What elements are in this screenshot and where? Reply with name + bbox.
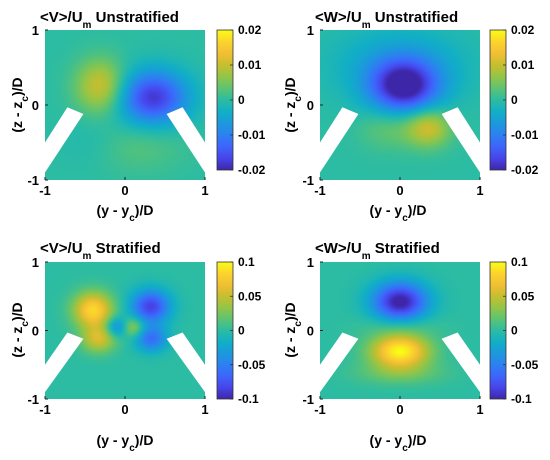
- panel-v_unstratified: -1 0 1 -1 0 1 0.02 0.01 0 -0.01 -0.02 <V>/Um Unstra…: [9, 9, 266, 224]
- colorbar-tick-label: -0.01: [511, 128, 539, 142]
- mask-left: [320, 107, 359, 173]
- y-tick-label: 0: [32, 98, 39, 113]
- panel-v_stratified: -1 0 1 -1 0 1 0.1 0.05 0 -0.05 -0.1 <V>/Um Stratifi…: [9, 240, 266, 454]
- panel-title: <V>/Um Unstratified: [40, 9, 179, 31]
- x-axis-label: (y - yc)/D: [97, 202, 154, 224]
- panel-w_unstratified: -1 0 1 -1 0 1 0.02 0.01 0 -0.01 -0.02 <W>/Um Unstra…: [282, 9, 539, 224]
- colorbar-tick-label: -0.05: [238, 358, 266, 372]
- mask-right: [166, 107, 205, 173]
- y-tick-label: -1: [27, 392, 39, 407]
- panel-title: <V>/Um Stratified: [40, 240, 161, 262]
- heatmap-image: [320, 30, 480, 180]
- x-tick-label: 0: [396, 402, 403, 417]
- mask-left: [45, 332, 84, 393]
- y-tick-label: 1: [307, 23, 314, 38]
- panel-w_stratified: -1 0 1 -1 0 1 0.1 0.05 0 -0.05 -0.1 <W>/Um Stratifi…: [282, 240, 539, 454]
- x-tick-label: 1: [476, 402, 483, 417]
- colorbar-tick-label: -0.02: [238, 163, 266, 177]
- colorbar-tick-label: 0.01: [511, 58, 535, 72]
- y-tick-label: 0: [307, 324, 314, 339]
- x-tick-label: -1: [39, 402, 51, 417]
- mask-right: [441, 332, 480, 393]
- x-tick-label: -1: [314, 183, 326, 198]
- mask-left: [320, 332, 359, 393]
- mask-right: [441, 107, 480, 173]
- colorbar-tick-label: -0.1: [238, 392, 259, 406]
- y-axis-label: (z - zc)/D: [282, 302, 304, 357]
- colorbar-tick-label: 0.01: [238, 58, 262, 72]
- colorbar-tick-label: 0: [511, 93, 518, 107]
- panel-title: <W>/Um Stratified: [315, 240, 440, 262]
- mask-left: [45, 107, 84, 173]
- colorbar-tick-label: -0.1: [511, 392, 532, 406]
- x-axis-label: (y - yc)/D: [370, 432, 427, 454]
- colorbar-tick-label: 0.02: [511, 23, 535, 37]
- heatmap-image: [45, 30, 205, 180]
- y-tick-label: -1: [27, 173, 39, 188]
- colorbar-tick-label: 0: [511, 324, 518, 338]
- heatmap-image: [320, 262, 480, 399]
- y-tick-label: 0: [32, 324, 39, 339]
- x-tick-label: 0: [121, 183, 128, 198]
- x-tick-label: 0: [121, 402, 128, 417]
- x-tick-label: 1: [201, 402, 208, 417]
- heatmap-image: [45, 262, 205, 399]
- colorbar-tick-label: -0.05: [511, 358, 539, 372]
- colorbar-tick-label: 0.1: [238, 255, 255, 269]
- x-axis-label: (y - yc)/D: [97, 432, 154, 454]
- colorbar-tick-label: 0.05: [511, 289, 535, 303]
- colorbar-tick-label: 0: [238, 324, 245, 338]
- colorbar-tick-label: 0.1: [511, 255, 528, 269]
- x-tick-label: -1: [314, 402, 326, 417]
- mask-right: [166, 332, 205, 393]
- y-tick-label: 0: [307, 98, 314, 113]
- x-axis-label: (y - yc)/D: [370, 202, 427, 224]
- x-tick-label: -1: [39, 183, 51, 198]
- panel-title: <W>/Um Unstratified: [315, 9, 458, 31]
- colorbar-tick-label: 0: [238, 93, 245, 107]
- y-tick-label: 1: [307, 255, 314, 270]
- y-axis-label: (z - zc)/D: [9, 77, 31, 132]
- colorbar-tick-label: 0.02: [238, 23, 262, 37]
- x-tick-label: 1: [201, 183, 208, 198]
- colorbar-tick-label: 0.05: [238, 289, 262, 303]
- y-tick-label: 1: [32, 23, 39, 38]
- y-tick-label: -1: [302, 392, 314, 407]
- y-tick-label: 1: [32, 255, 39, 270]
- y-axis-label: (z - zc)/D: [282, 77, 304, 132]
- colorbar-tick-label: -0.01: [238, 128, 266, 142]
- x-tick-label: 0: [396, 183, 403, 198]
- y-tick-label: -1: [302, 173, 314, 188]
- y-axis-label: (z - zc)/D: [9, 302, 31, 357]
- colorbar-tick-label: -0.02: [511, 163, 539, 177]
- x-tick-label: 1: [476, 183, 483, 198]
